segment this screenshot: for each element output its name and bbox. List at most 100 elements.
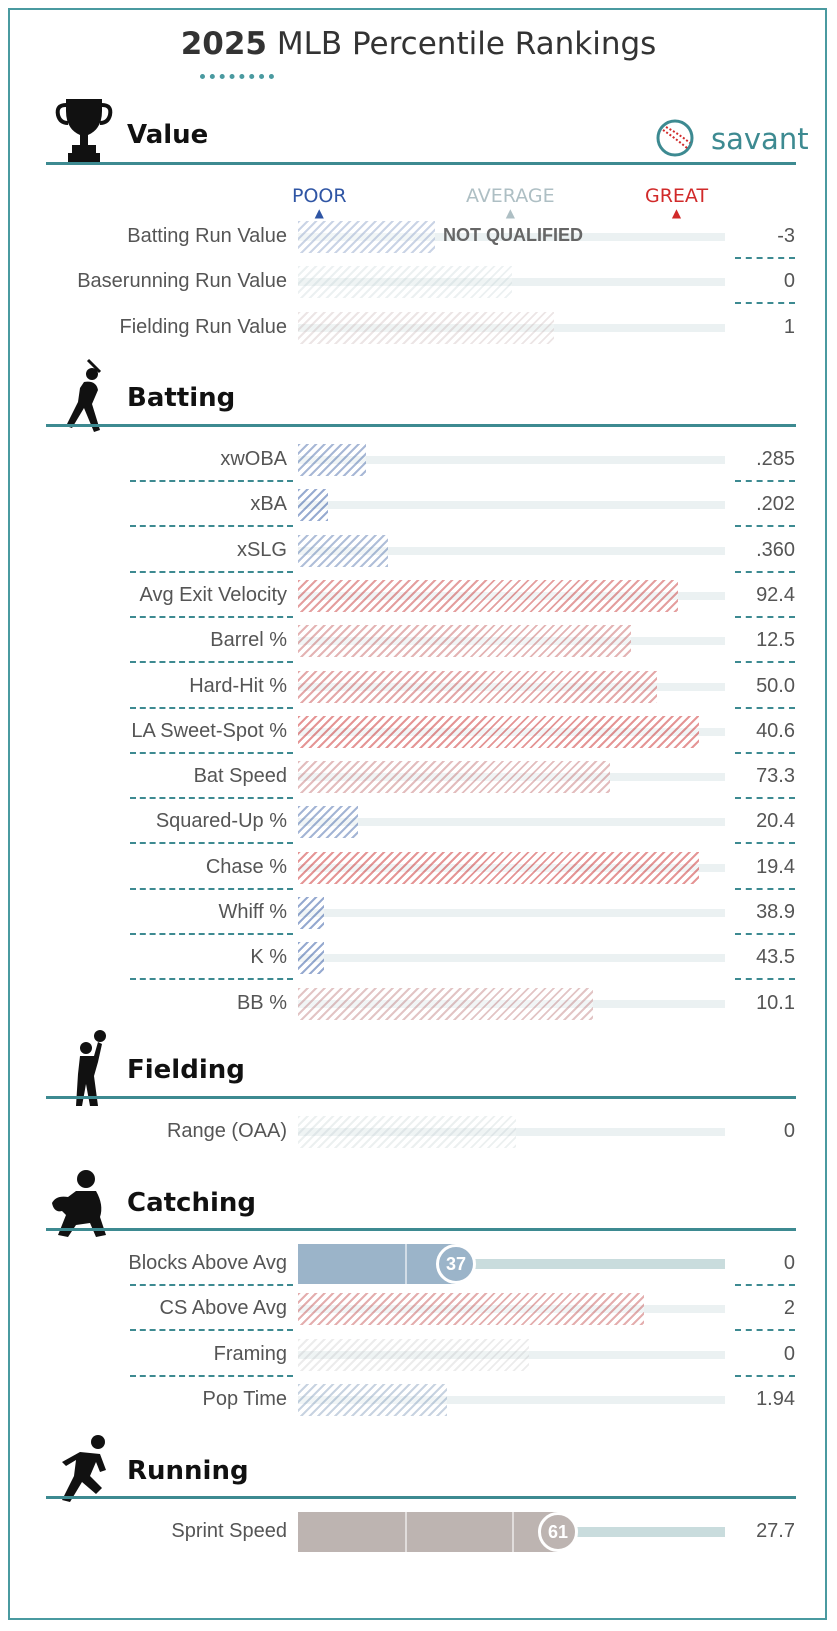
baseball-icon (656, 119, 694, 157)
row-separator (130, 480, 293, 482)
row-separator (735, 1329, 795, 1331)
percentile-bar (298, 535, 388, 567)
legend-great: GREAT ▲ (645, 185, 709, 220)
metric-row[interactable]: K % 43.5 (0, 936, 837, 980)
percentile-bar (298, 221, 435, 253)
metric-row[interactable]: Whiff % 38.9 (0, 891, 837, 935)
row-separator (130, 752, 293, 754)
percentile-bar (298, 806, 358, 838)
percentile-bar (298, 1116, 516, 1148)
metric-row[interactable]: Batting Run Value NOT QUALIFIED -3 (0, 215, 837, 259)
metric-label: xwOBA (220, 448, 287, 470)
percentile-bar (298, 761, 610, 793)
row-separator (130, 797, 293, 799)
percentile-bar (298, 942, 324, 974)
row-separator (735, 842, 795, 844)
metric-label: Sprint Speed (171, 1520, 287, 1542)
bar-track (298, 1259, 725, 1269)
bar-gridline (512, 1512, 514, 1552)
metric-label: Framing (213, 1343, 287, 1365)
metric-row[interactable]: Baserunning Run Value 0 (0, 260, 837, 304)
row-separator (735, 888, 795, 890)
title-text: MLB Percentile Rankings (266, 26, 657, 62)
percentile-badge: 61 (538, 1512, 578, 1552)
row-separator (735, 752, 795, 754)
metric-value: 10.1 (756, 992, 795, 1014)
triangle-up-icon: ▲ (505, 206, 515, 220)
row-separator (735, 571, 795, 573)
metric-value: -3 (777, 225, 795, 247)
row-separator (130, 707, 293, 709)
metric-value: 12.5 (756, 629, 795, 651)
metric-row[interactable]: xwOBA .285 (0, 438, 837, 482)
metric-label: LA Sweet-Spot % (131, 720, 287, 742)
section-divider (46, 1228, 796, 1231)
bar-track (298, 233, 725, 241)
title-year: 2025 (180, 26, 267, 62)
row-separator (130, 1375, 293, 1377)
metric-row[interactable]: Barrel % 12.5 (0, 619, 837, 663)
section-title-batting: Batting (127, 383, 236, 413)
metric-row[interactable]: Pop Time 1.94 (0, 1378, 837, 1422)
metric-value: 19.4 (756, 856, 795, 878)
metric-value: 40.6 (756, 720, 795, 742)
section-divider (46, 1096, 796, 1099)
percentile-bar (298, 1244, 456, 1284)
percentile-badge: 37 (436, 1244, 476, 1284)
section-title-fielding: Fielding (127, 1055, 245, 1085)
triangle-up-icon: ▲ (671, 206, 682, 220)
savant-brand-text[interactable]: savant (711, 122, 809, 156)
bar-track (298, 547, 725, 555)
metric-row[interactable]: Fielding Run Value 1 (0, 306, 837, 350)
metric-row[interactable]: Range (OAA) 0 (0, 1110, 837, 1154)
metric-row[interactable]: LA Sweet-Spot % 40.6 (0, 710, 837, 754)
bar-track (298, 501, 725, 509)
metric-row[interactable]: Chase % 19.4 (0, 846, 837, 890)
trophy-icon (54, 95, 114, 170)
bar-track (298, 1396, 725, 1404)
row-separator (735, 797, 795, 799)
row-separator (735, 616, 795, 618)
metric-row[interactable]: Hard-Hit % 50.0 (0, 665, 837, 709)
metric-label: Batting Run Value (127, 225, 287, 247)
percentile-bar (298, 897, 324, 929)
not-qualified-label: NOT QUALIFIED (443, 225, 583, 245)
row-separator (735, 302, 795, 304)
metric-value: .285 (756, 448, 795, 470)
metric-row[interactable]: Squared-Up % 20.4 (0, 800, 837, 844)
section-divider (46, 1496, 796, 1499)
metric-value: 1.94 (756, 1388, 795, 1410)
metric-row[interactable]: xSLG .360 (0, 529, 837, 573)
metric-row[interactable]: CS Above Avg 2 (0, 1287, 837, 1331)
row-separator (735, 661, 795, 663)
runner-icon (46, 1432, 116, 1511)
bar-track (298, 1351, 725, 1359)
bar-gridline (405, 1512, 407, 1552)
metric-row[interactable]: Framing 0 (0, 1333, 837, 1377)
savant-logo[interactable] (655, 118, 795, 158)
bar-track (298, 909, 725, 917)
metric-value: 92.4 (756, 584, 795, 606)
percentile-bar (298, 852, 699, 884)
metric-row[interactable]: Sprint Speed 61 27.7 (0, 1510, 837, 1554)
metric-value: 0 (783, 1343, 795, 1365)
row-separator (130, 933, 293, 935)
title-underline (200, 74, 274, 79)
metric-value: 20.4 (756, 810, 795, 832)
metric-value: 27.7 (756, 1520, 795, 1542)
metric-row[interactable]: Avg Exit Velocity 92.4 (0, 574, 837, 618)
metric-row[interactable]: xBA .202 (0, 483, 837, 527)
row-separator (130, 1329, 293, 1331)
bar-track (298, 1128, 725, 1136)
metric-value: 0 (783, 270, 795, 292)
percentile-bar (298, 1384, 447, 1416)
metric-label: Baserunning Run Value (77, 270, 287, 292)
row-separator (130, 571, 293, 573)
metric-label: xSLG (236, 539, 287, 561)
metric-row[interactable]: Blocks Above Avg 37 0 (0, 1242, 837, 1286)
metric-label: xBA (250, 493, 287, 515)
metric-row[interactable]: BB % 10.1 (0, 982, 837, 1026)
bar-track (298, 278, 725, 286)
metric-row[interactable]: Bat Speed 73.3 (0, 755, 837, 799)
metric-label: Blocks Above Avg (128, 1252, 287, 1274)
